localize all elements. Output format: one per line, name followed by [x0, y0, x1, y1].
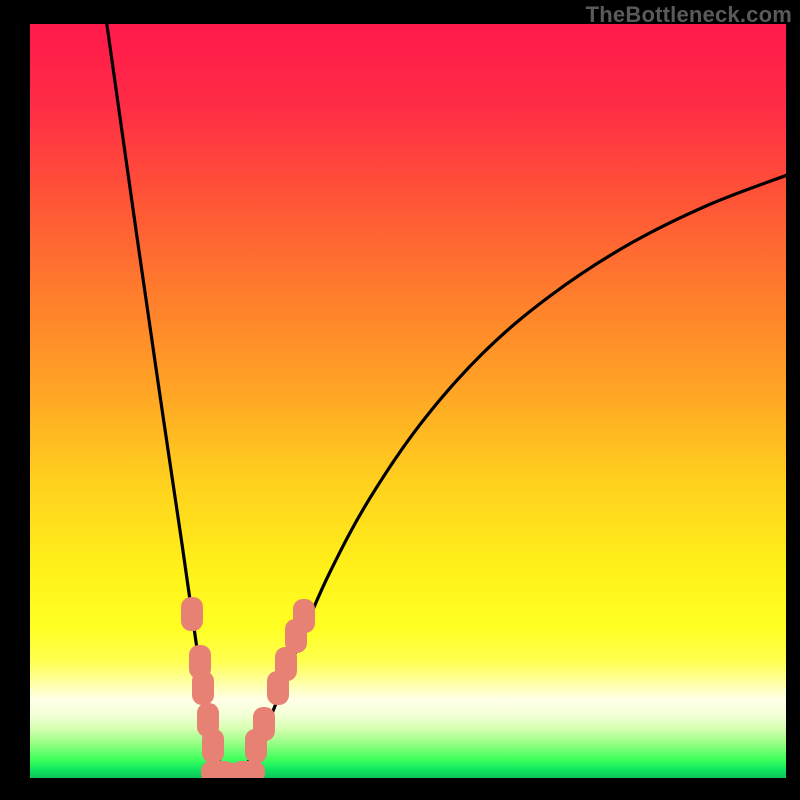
curve-right [228, 174, 786, 776]
canvas: TheBottleneck.com [0, 0, 800, 800]
markers-group [181, 597, 315, 778]
watermark-text: TheBottleneck.com [586, 2, 792, 28]
chart-svg [30, 24, 786, 778]
data-marker [192, 671, 214, 705]
data-marker [231, 761, 265, 778]
data-marker [293, 599, 315, 633]
data-marker [253, 707, 275, 741]
data-marker [202, 729, 224, 763]
data-marker [181, 597, 203, 631]
plot-area [30, 24, 786, 778]
